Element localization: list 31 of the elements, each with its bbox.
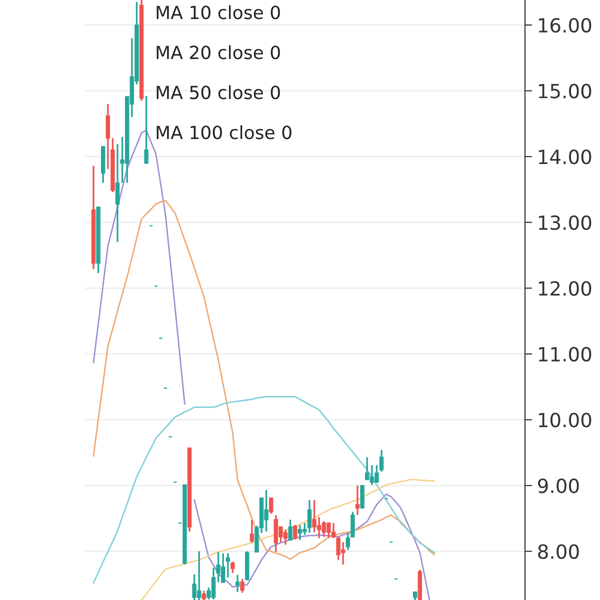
candlestick <box>288 518 292 541</box>
candlestick <box>350 511 355 538</box>
annotation: MA 100 close 0 <box>156 125 292 140</box>
candlestick <box>240 578 244 594</box>
candlestick <box>202 590 206 600</box>
candlestick <box>106 103 110 170</box>
line-series <box>140 478 435 600</box>
y-tick-label: 16.00 <box>538 18 592 33</box>
candlestick <box>230 561 235 574</box>
y-tick-label: 12.00 <box>538 281 592 296</box>
annotation: MA 10 close 0 <box>156 5 280 20</box>
candlestick <box>346 532 350 551</box>
y-tick-label: 13.00 <box>538 215 592 230</box>
annotation: MA 50 close 0 <box>156 85 280 100</box>
line-series <box>92 200 435 560</box>
line-series <box>92 396 435 584</box>
candlestick <box>355 484 360 516</box>
y-tick-label: 14.00 <box>538 150 592 164</box>
y-tick-label: 9.00 <box>538 478 579 494</box>
candlestick <box>379 449 384 473</box>
annotation: MA 20 close 0 <box>156 45 280 60</box>
candlestick <box>144 95 148 164</box>
candlestick <box>250 518 254 544</box>
y-tick-label: 11.00 <box>538 346 592 362</box>
candlestick <box>235 574 240 593</box>
candlestick <box>268 497 274 515</box>
y-tick-label: 10.00 <box>538 412 592 428</box>
y-tick-label: 15.00 <box>538 84 592 98</box>
y-tick-label: 8.00 <box>538 544 579 559</box>
candlestick <box>226 552 230 578</box>
candlestick <box>292 524 298 540</box>
